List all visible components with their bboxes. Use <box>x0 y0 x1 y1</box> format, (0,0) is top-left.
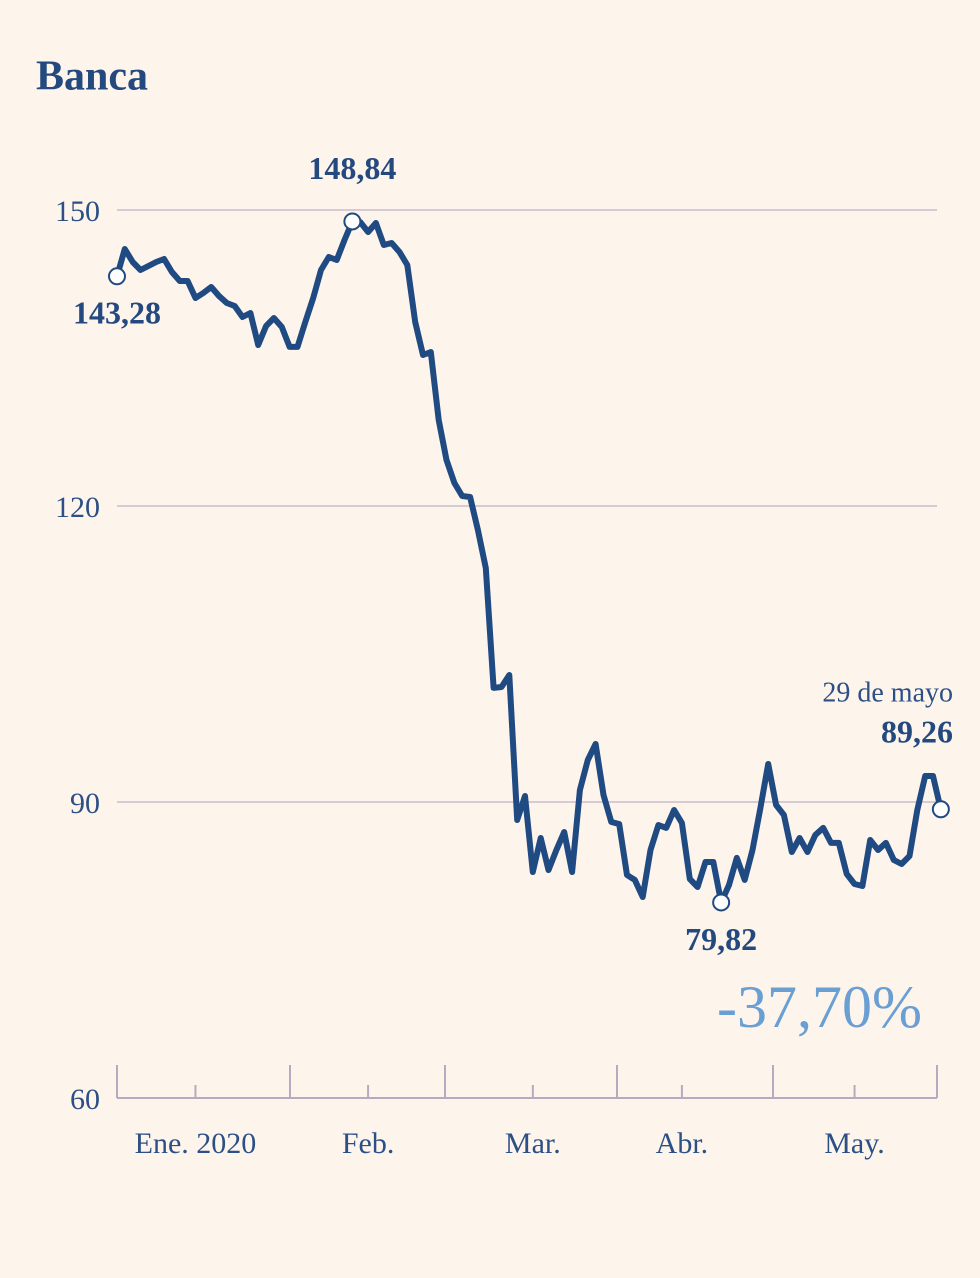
x-tick-label: Ene. 2020 <box>135 1127 257 1160</box>
data-label: 143,28 <box>73 295 161 331</box>
y-tick-label: 60 <box>70 1083 100 1116</box>
point-marker <box>343 212 362 231</box>
y-tick-label: 90 <box>70 787 100 820</box>
chart-title: Banca <box>36 54 148 100</box>
x-tick-label: May. <box>824 1127 885 1160</box>
point-marker <box>931 800 950 819</box>
annotation: 29 de mayo <box>822 677 953 708</box>
x-tick-label: Feb. <box>342 1127 395 1160</box>
line <box>114 218 944 906</box>
y-tick-label: 150 <box>55 195 100 228</box>
annotation: -37,70% <box>717 974 922 1040</box>
x-tick-label: Mar. <box>505 1127 561 1160</box>
data-label: 89,26 <box>881 714 953 750</box>
data-label: 79,82 <box>685 921 757 957</box>
y-tick-label: 120 <box>55 491 100 524</box>
point-marker <box>712 893 731 912</box>
x-tick-label: Abr. <box>656 1127 709 1160</box>
data-label: 148,84 <box>308 150 396 186</box>
point-marker <box>108 267 126 286</box>
